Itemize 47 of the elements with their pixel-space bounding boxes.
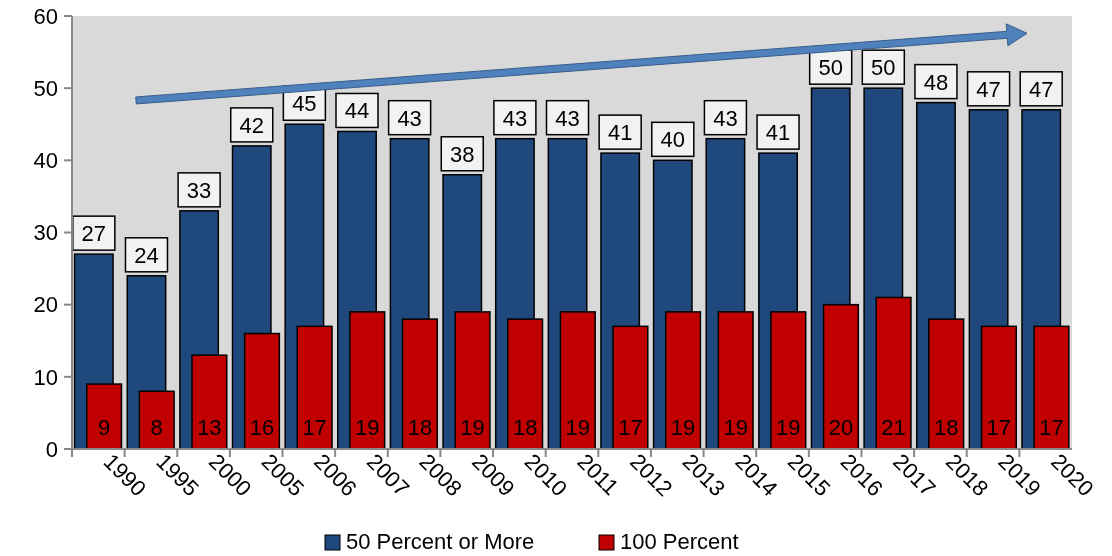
data-label: 41 [607, 120, 633, 146]
legend-label: 100 Percent [620, 529, 739, 554]
data-label: 45 [292, 91, 317, 117]
y-tick-label: 60 [33, 3, 58, 29]
data-label: 43 [397, 105, 422, 131]
data-label: 42 [239, 112, 264, 138]
data-label: 19 [355, 415, 380, 440]
data-label: 43 [555, 105, 580, 131]
y-tick-label: 30 [33, 220, 58, 246]
data-label: 17 [1039, 415, 1064, 440]
data-label: 41 [765, 120, 791, 146]
data-label: 48 [923, 69, 949, 95]
y-tick-label: 20 [33, 292, 58, 318]
y-tick-label: 40 [33, 148, 58, 174]
data-label: 19 [460, 415, 485, 440]
data-label: 44 [344, 98, 370, 124]
data-label: 33 [186, 177, 212, 203]
data-label: 17 [302, 415, 327, 440]
data-label: 9 [97, 415, 111, 440]
data-label: 27 [81, 221, 107, 247]
legend-label: 50 Percent or More [346, 529, 535, 554]
y-tick-label: 50 [33, 75, 58, 101]
data-label: 47 [1028, 76, 1054, 102]
data-label: 17 [986, 415, 1012, 440]
data-label: 38 [450, 141, 475, 167]
data-label: 19 [670, 415, 696, 440]
data-label: 50 [871, 55, 896, 81]
data-label: 19 [776, 415, 801, 440]
data-label: 43 [502, 105, 528, 131]
data-label: 21 [881, 415, 906, 440]
data-label: 47 [976, 76, 1001, 102]
data-label: 18 [512, 415, 538, 440]
y-tick-label: 10 [33, 364, 58, 390]
data-label: 40 [660, 127, 686, 153]
y-tick-label: 0 [45, 436, 58, 462]
data-label: 19 [565, 415, 591, 440]
data-label: 19 [723, 415, 748, 440]
data-label: 43 [713, 105, 738, 131]
data-label: 24 [134, 242, 159, 268]
data-label: 16 [249, 415, 275, 440]
data-label: 18 [407, 415, 433, 440]
data-label: 13 [197, 415, 222, 440]
data-label: 18 [933, 415, 959, 440]
data-label: 20 [828, 415, 854, 440]
data-label: 17 [618, 415, 643, 440]
data-label: 8 [150, 415, 163, 440]
data-label: 50 [818, 55, 843, 81]
